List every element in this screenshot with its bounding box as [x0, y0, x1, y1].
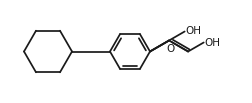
Text: OH: OH — [186, 26, 202, 36]
Text: O: O — [167, 44, 175, 54]
Text: OH: OH — [205, 37, 221, 47]
